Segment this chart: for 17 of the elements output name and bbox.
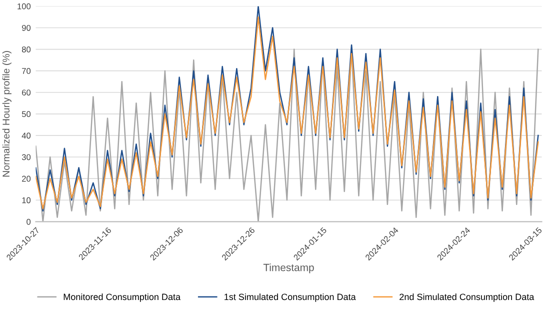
y-tick-label: 80 — [22, 46, 31, 52]
y-axis-title: Normalized Hourly profile (%) — [2, 51, 12, 177]
y-tick-label: 40 — [22, 132, 31, 139]
y-tick-label: 60 — [22, 90, 31, 96]
y-tick-label: 20 — [22, 176, 31, 182]
y-tick-label: 0 — [26, 218, 31, 225]
line-series — [36, 48, 539, 222]
y-tick-label: 90 — [22, 24, 31, 31]
y-tick-label: 70 — [22, 68, 31, 74]
legend-label: 1st Simulated Consumption Data — [224, 293, 356, 302]
y-tick-label: 30 — [22, 154, 31, 160]
legend-label: Monitored Consumption Data — [64, 293, 181, 302]
legend-label: 2nd Simulated Consumption Data — [400, 293, 534, 302]
y-tick-label: 50 — [22, 111, 31, 118]
x-axis-title: Timestamp — [263, 264, 314, 274]
y-tick-label: 100 — [18, 3, 31, 10]
y-tick-label: 10 — [22, 197, 31, 204]
